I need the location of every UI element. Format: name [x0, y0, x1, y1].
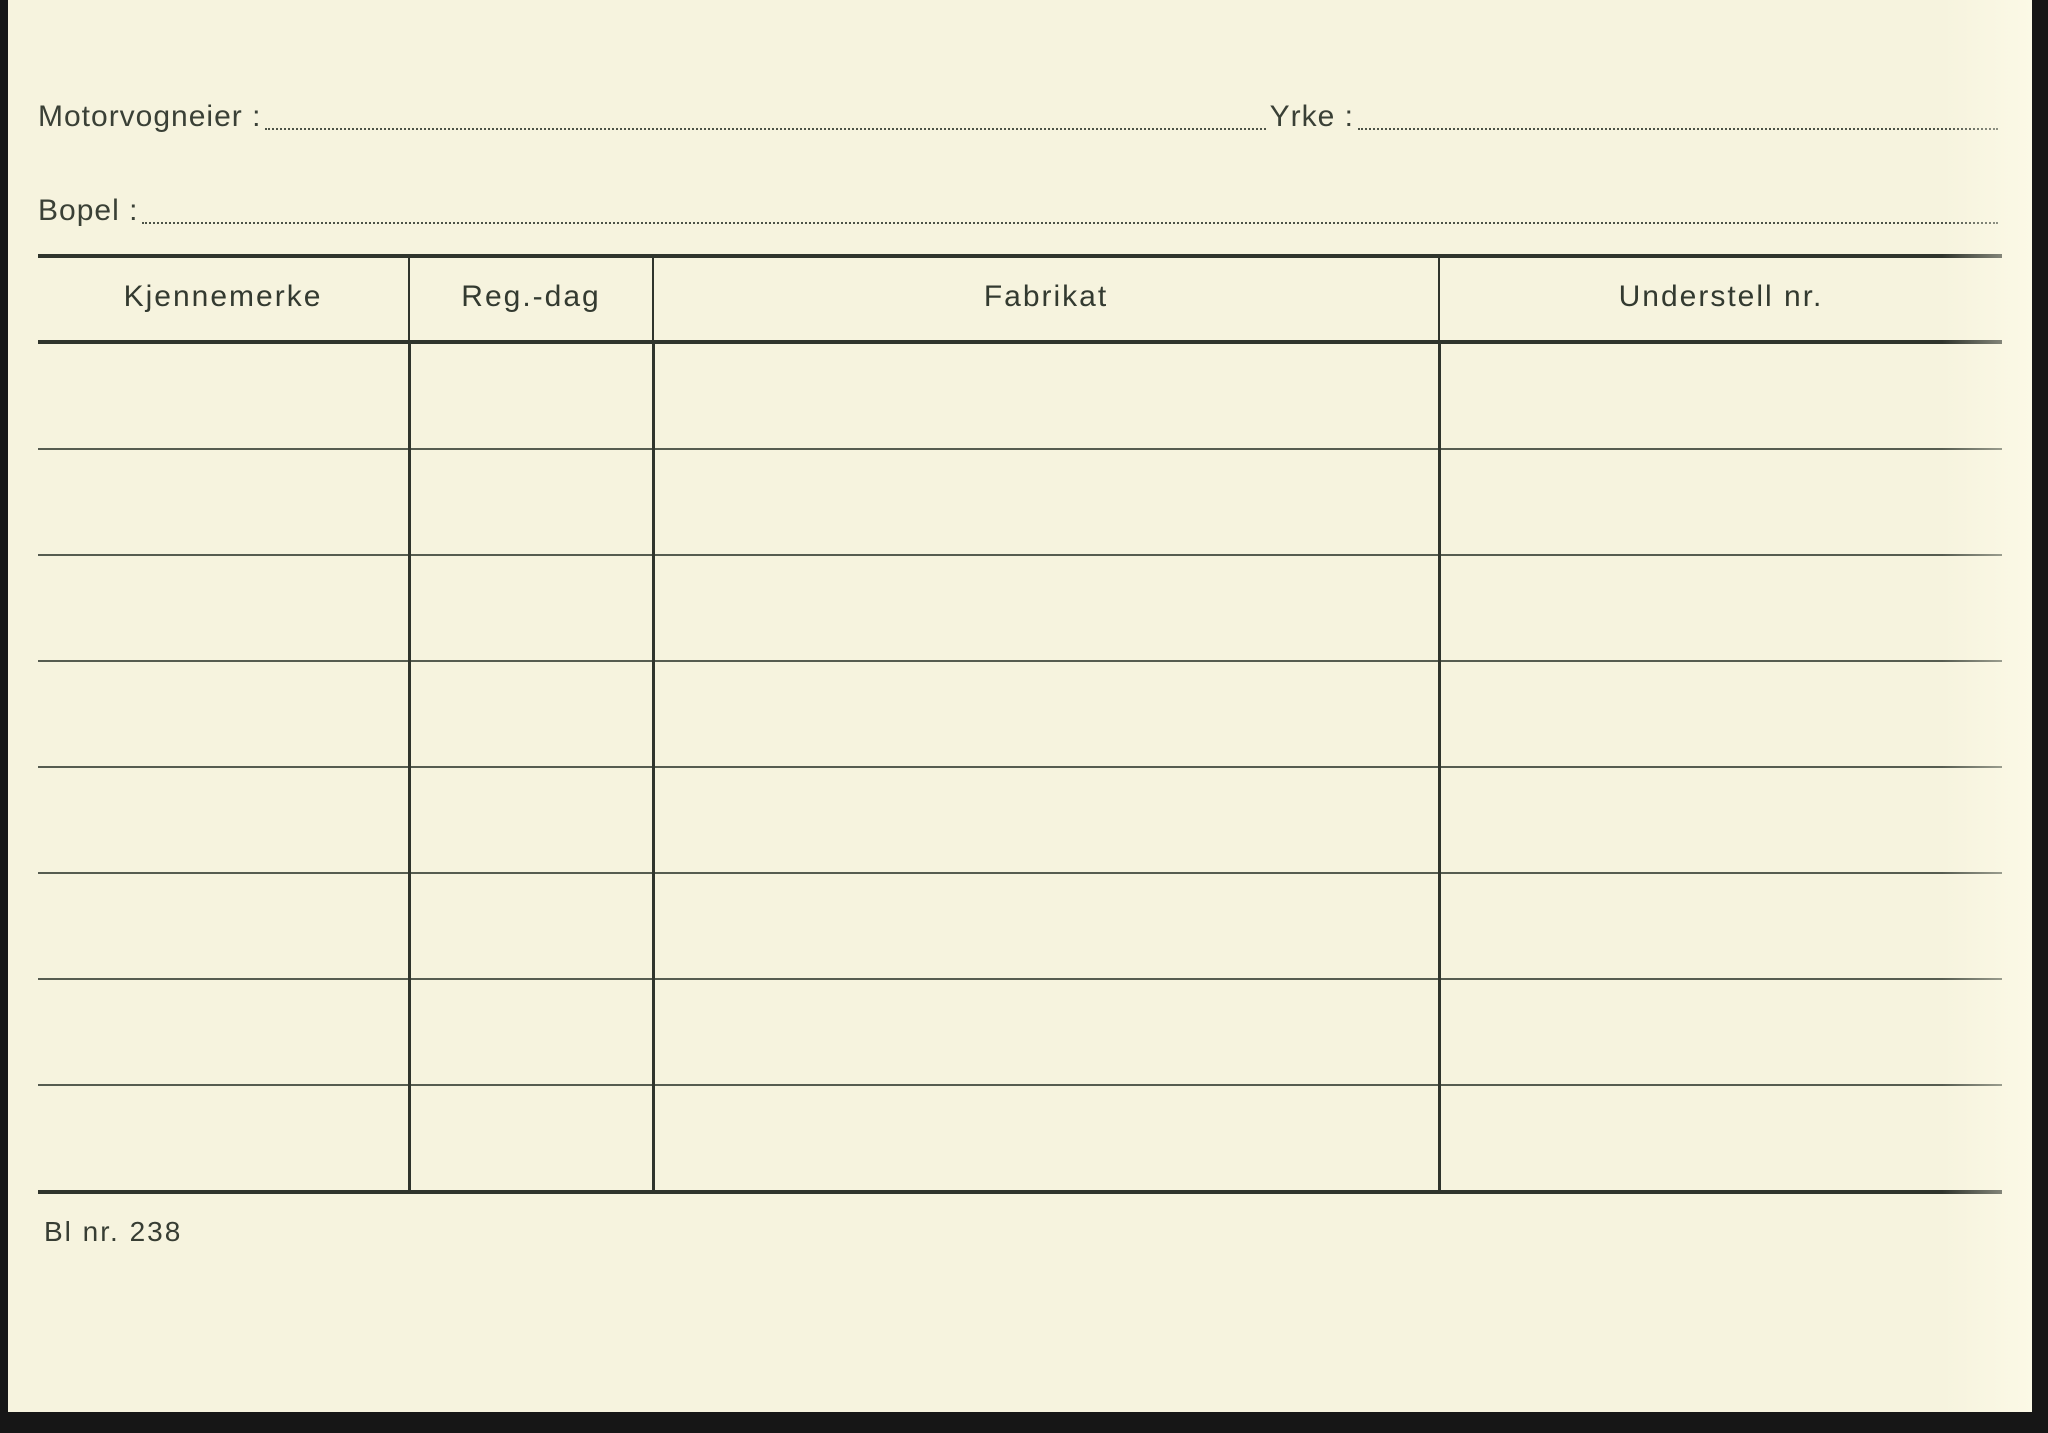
cell: [1439, 979, 2002, 1085]
table-row: [38, 342, 2002, 449]
cell: [409, 767, 653, 873]
cell: [1439, 342, 2002, 449]
col-header-regdag: Reg.-dag: [409, 256, 653, 342]
cell: [1439, 449, 2002, 555]
cell: [1439, 555, 2002, 661]
table-header-row: Kjennemerke Reg.-dag Fabrikat Understell…: [38, 256, 2002, 342]
residence-row: Bopel :: [38, 194, 2002, 228]
owner-occupation-row: Motorvogneier : Yrke :: [38, 100, 2002, 134]
cell: [409, 661, 653, 767]
table-row: [38, 555, 2002, 661]
form-number: Bl nr. 238: [38, 1216, 2002, 1248]
cell: [409, 1085, 653, 1192]
cell: [1439, 873, 2002, 979]
cell: [38, 979, 409, 1085]
cell: [38, 555, 409, 661]
cell: [1439, 767, 2002, 873]
cell: [1439, 1085, 2002, 1192]
cell: [653, 661, 1439, 767]
cell: [38, 661, 409, 767]
owner-label: Motorvogneier :: [38, 100, 261, 134]
cell: [653, 979, 1439, 1085]
residence-fill-line: [142, 222, 1998, 224]
cell: [409, 342, 653, 449]
table-row: [38, 1085, 2002, 1192]
residence-label: Bopel :: [38, 194, 138, 228]
cell: [653, 767, 1439, 873]
vehicle-table: Kjennemerke Reg.-dag Fabrikat Understell…: [38, 254, 2002, 1194]
cell: [409, 979, 653, 1085]
cell: [653, 555, 1439, 661]
table-row: [38, 449, 2002, 555]
table-row: [38, 661, 2002, 767]
cell: [38, 342, 409, 449]
col-header-understellnr: Understell nr.: [1439, 256, 2002, 342]
cell: [38, 449, 409, 555]
registration-card: Motorvogneier : Yrke : Bopel : Kjennemer…: [8, 0, 2032, 1412]
cell: [653, 449, 1439, 555]
cell: [653, 873, 1439, 979]
cell: [1439, 661, 2002, 767]
table-row: [38, 767, 2002, 873]
cell: [653, 342, 1439, 449]
cell: [38, 873, 409, 979]
occupation-label: Yrke :: [1270, 100, 1354, 134]
cell: [38, 767, 409, 873]
cell: [409, 873, 653, 979]
col-header-kjennemerke: Kjennemerke: [38, 256, 409, 342]
cell: [38, 1085, 409, 1192]
occupation-fill-line: [1358, 128, 1998, 130]
cell: [409, 555, 653, 661]
table-row: [38, 873, 2002, 979]
table-row: [38, 979, 2002, 1085]
cell: [653, 1085, 1439, 1192]
cell: [409, 449, 653, 555]
col-header-fabrikat: Fabrikat: [653, 256, 1439, 342]
owner-fill-line: [265, 128, 1265, 130]
